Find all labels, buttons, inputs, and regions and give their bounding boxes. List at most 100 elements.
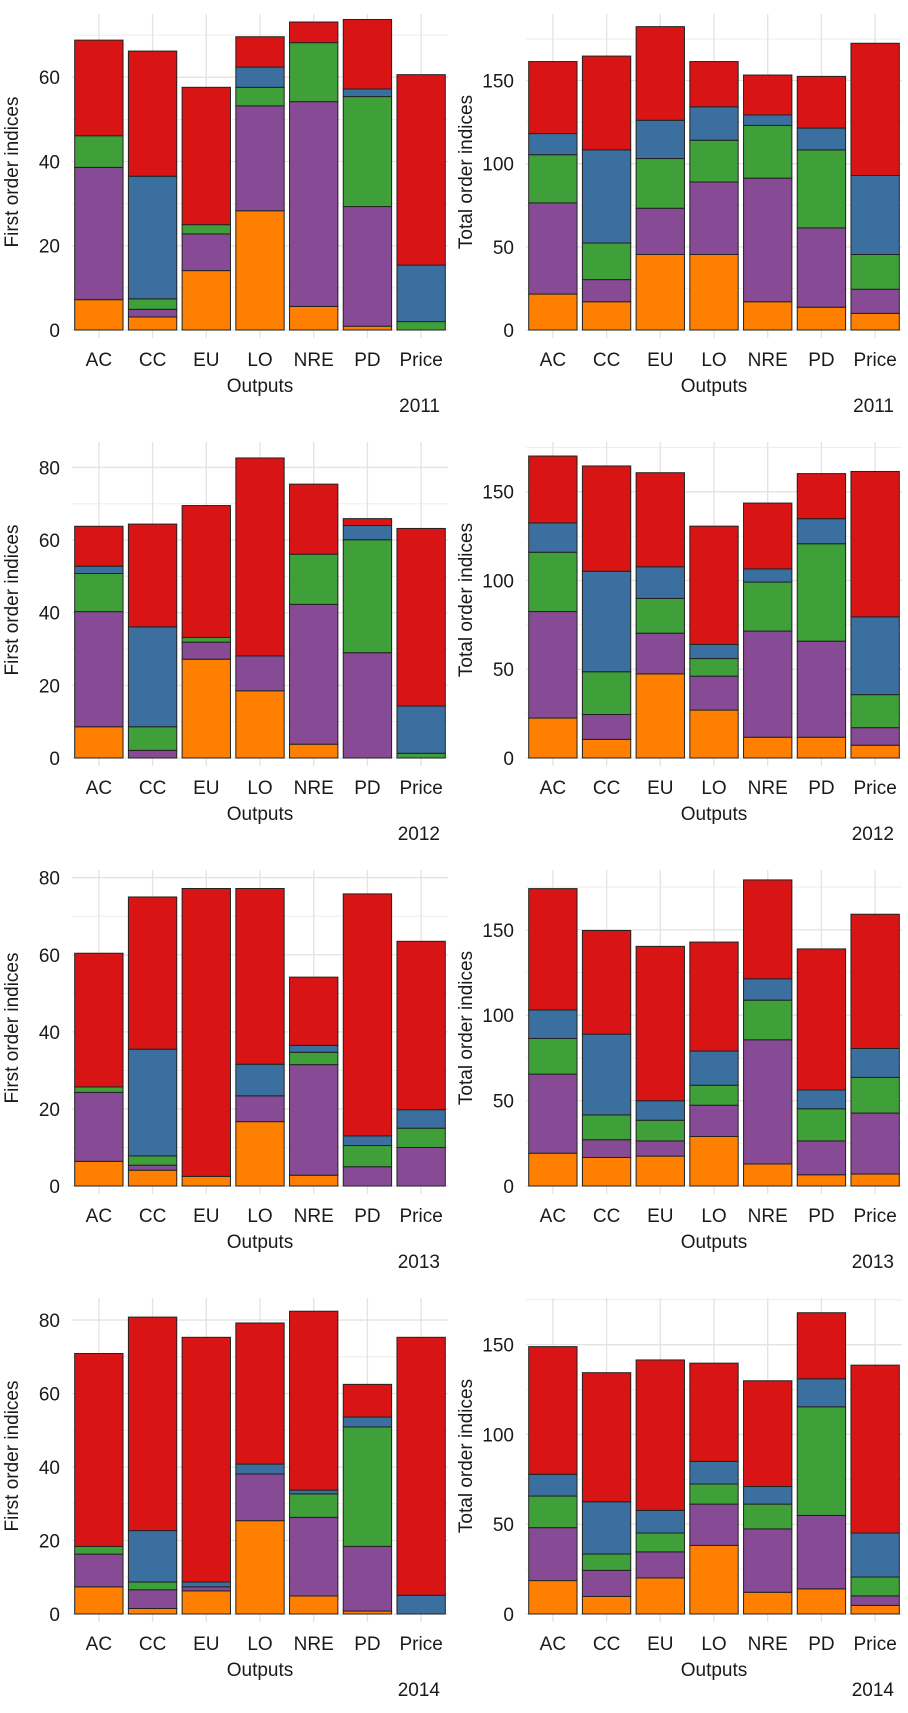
x-tick-label: AC (540, 1206, 566, 1227)
bar-segment-orange (796, 306, 847, 331)
chart-svg: 0 50 100 150 AC CC EU LO NRE PD Price Outputs Total … (456, 442, 902, 845)
bar-segment-red (289, 1310, 339, 1491)
bar-segment-red (235, 887, 285, 1065)
bar-segment-orange (127, 316, 178, 331)
x-tick-label: PD (808, 778, 834, 799)
y-tick-label: 20 (39, 1100, 60, 1121)
x-tick-label: PD (354, 350, 380, 371)
bar-segment-green (74, 1086, 124, 1093)
bar-segment-red (289, 976, 339, 1046)
x-tick-label: PD (354, 1634, 380, 1655)
bar-segment-red (235, 457, 285, 657)
x-axis-label: Outputs (227, 1232, 294, 1253)
bar-segment-purple (689, 675, 739, 711)
bar-segment-purple (581, 1139, 632, 1158)
x-tick-label: EU (647, 1206, 673, 1227)
bar-segment-red (635, 26, 685, 121)
y-tick-label: 0 (49, 749, 60, 770)
bar-segment-purple (181, 641, 231, 660)
bar-segment-red (581, 55, 632, 151)
panel-total-order-2013: 0 50 100 150 AC CC EU LO NRE PD Price Outputs Total … (454, 856, 908, 1284)
bar-segment-red (581, 1372, 632, 1503)
bar-segment-green (528, 1495, 578, 1529)
bar-segment-green (528, 551, 578, 613)
bar-segment-purple (235, 655, 285, 692)
y-tick-label: 60 (39, 68, 60, 89)
bar-segment-red (689, 61, 739, 108)
y-tick-label: 40 (39, 152, 60, 173)
bar-segment-red (181, 887, 231, 1177)
bar-segment-orange (635, 253, 685, 331)
bar-segment-blue (127, 175, 178, 300)
bar-segment-orange (689, 1544, 739, 1615)
bar-segment-orange (528, 1580, 578, 1615)
y-tick-label: 0 (49, 1177, 60, 1198)
bar-segment-orange (743, 1163, 793, 1187)
bar-segment-red (235, 1322, 285, 1465)
bar-segment-purple (689, 181, 739, 255)
bar-segment-orange (796, 1588, 847, 1615)
bar-segment-purple (850, 1595, 900, 1606)
bar-segment-blue (850, 174, 900, 255)
bar-segment-red (74, 39, 124, 137)
x-tick-label: EU (647, 350, 673, 371)
bar-segment-purple (528, 202, 578, 295)
bar-segment-purple (235, 1095, 285, 1123)
y-tick-label: 0 (503, 1177, 514, 1198)
bar-segment-blue (743, 568, 793, 583)
bar-segment-blue (743, 114, 793, 126)
bar-segment-green (689, 1084, 739, 1106)
bar-segment-green (342, 96, 393, 208)
x-tick-label: PD (354, 778, 380, 799)
bar-segment-orange (181, 658, 231, 759)
bar-segment-blue (396, 1109, 446, 1129)
bar-segment-red (581, 929, 632, 1035)
y-axis-label: Total order indices (456, 1379, 477, 1533)
chart-svg: 0 20 40 60 80 AC CC EU LO NRE PD Price Outputs First … (2, 869, 448, 1273)
x-tick-label: Price (853, 350, 896, 371)
bar-segment-green (342, 1426, 393, 1547)
bar-segment-purple (74, 166, 124, 301)
panel-first-order-2012: 0 20 40 60 80 AC CC EU LO NRE PD Price Outputs First … (0, 428, 454, 856)
bar-segment-purple (850, 288, 900, 314)
bar-segment-purple (342, 652, 393, 759)
y-tick-label: 20 (39, 1532, 60, 1553)
bar-segment-purple (127, 308, 178, 318)
bar-segment-red (342, 893, 393, 1137)
chart-svg: 0 20 40 60 AC CC EU LO NRE PD Price Outputs First or… (2, 14, 448, 417)
x-tick-label: Price (399, 350, 442, 371)
bar-segment-purple (635, 632, 685, 675)
x-tick-label: EU (193, 350, 219, 371)
bar-segment-purple (342, 206, 393, 327)
chart-svg: 0 20 40 60 80 AC CC EU LO NRE PD Price Outputs First … (2, 1298, 448, 1701)
bar-segment-green (689, 658, 739, 677)
chart-svg: 0 50 100 150 AC CC EU LO NRE PD Price Outputs Total … (456, 870, 902, 1273)
bar-segment-purple (743, 1039, 793, 1165)
year-label: 2013 (852, 1252, 894, 1273)
bar-segment-blue (342, 1135, 393, 1147)
chart-svg: 0 50 100 150 AC CC EU LO NRE PD Price Outputs Total … (456, 14, 902, 417)
bar-segment-orange (743, 1591, 793, 1615)
bar-segment-green (181, 636, 231, 643)
bar-segment-red (850, 470, 900, 618)
bar-segment-red (743, 502, 793, 570)
bar-segment-blue (396, 264, 446, 323)
panel-total-order-2014: 0 50 100 150 AC CC EU LO NRE PD Price Outputs Total … (454, 1284, 908, 1712)
x-axis-label: Outputs (227, 804, 294, 825)
y-tick-label: 40 (39, 1023, 60, 1044)
year-label: 2011 (853, 396, 894, 417)
bar-segment-blue (689, 1050, 739, 1086)
bar-segment-red (850, 913, 900, 1049)
bar-segment-purple (235, 1473, 285, 1522)
bar-segment-orange (235, 1121, 285, 1187)
bar-segment-red (127, 1316, 178, 1532)
x-axis-label: Outputs (227, 1660, 294, 1681)
bar-segment-purple (528, 611, 578, 719)
bar-segment-orange (635, 673, 685, 759)
bar-segment-blue (235, 1063, 285, 1097)
bar-segment-orange (850, 744, 900, 759)
bar-segment-green (127, 1155, 178, 1166)
bar-segment-green (796, 1406, 847, 1516)
bar-segment-green (181, 224, 231, 235)
x-tick-label: LO (247, 350, 272, 371)
